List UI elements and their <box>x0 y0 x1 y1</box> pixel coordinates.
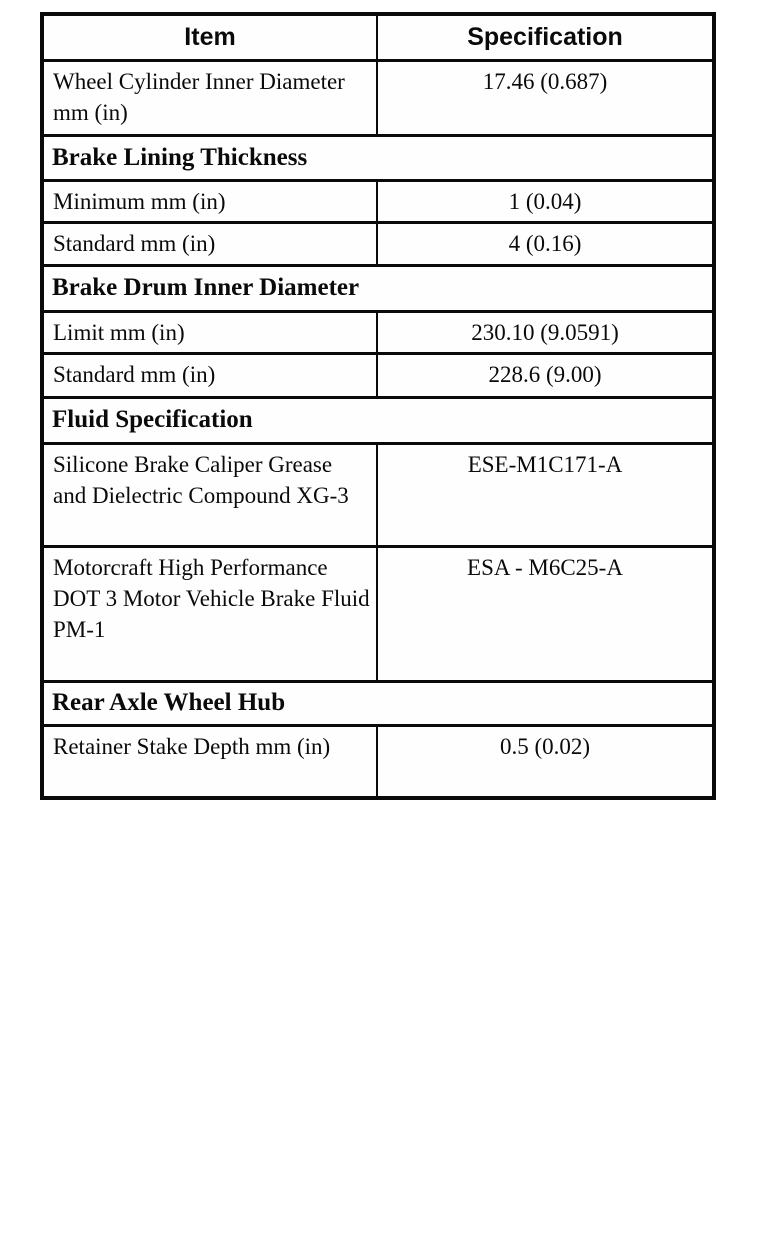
section-row-brake-lining-thickness: Brake Lining Thickness <box>41 133 715 182</box>
item-cell: Minimum mm (in) <box>41 178 378 224</box>
spec-cell: 1 (0.04) <box>376 178 715 224</box>
table-row-wheel-cylinder: Wheel Cylinder Inner Diameter mm (in) 17… <box>41 58 715 137</box>
table-row-lining-standard: Standard mm (in) 4 (0.16) <box>41 220 715 267</box>
section-row-fluid-specification: Fluid Specification <box>41 395 715 445</box>
section-title: Fluid Specification <box>41 395 715 445</box>
item-cell: Silicone Brake Caliper Grease and Dielec… <box>41 441 378 548</box>
section-title: Brake Drum Inner Diameter <box>41 263 715 313</box>
item-cell: Limit mm (in) <box>41 309 378 355</box>
column-header-specification: Specification <box>376 12 715 62</box>
item-cell: Wheel Cylinder Inner Diameter mm (in) <box>41 58 378 137</box>
section-title: Rear Axle Wheel Hub <box>41 679 715 727</box>
item-cell: Standard mm (in) <box>41 220 378 267</box>
table-row-motorcraft-fluid: Motorcraft High Performance DOT 3 Motor … <box>41 544 715 683</box>
spec-cell: 230.10 (9.0591) <box>376 309 715 355</box>
table-row-silicone-grease: Silicone Brake Caliper Grease and Dielec… <box>41 441 715 548</box>
table-header-row: Item Specification <box>41 12 715 62</box>
spec-cell: 228.6 (9.00) <box>376 351 715 399</box>
section-row-rear-axle-wheel-hub: Rear Axle Wheel Hub <box>41 679 715 727</box>
item-cell: Standard mm (in) <box>41 351 378 399</box>
item-cell: Retainer Stake Depth mm (in) <box>41 723 378 800</box>
table-row-retainer-stake-depth: Retainer Stake Depth mm (in) 0.5 (0.02) <box>41 723 715 800</box>
column-header-item: Item <box>41 12 378 62</box>
table-row-drum-limit: Limit mm (in) 230.10 (9.0591) <box>41 309 715 355</box>
item-cell: Motorcraft High Performance DOT 3 Motor … <box>41 544 378 683</box>
table-row-drum-standard: Standard mm (in) 228.6 (9.00) <box>41 351 715 399</box>
section-title: Brake Lining Thickness <box>41 133 715 182</box>
table-row-lining-minimum: Minimum mm (in) 1 (0.04) <box>41 178 715 224</box>
spec-cell: 17.46 (0.687) <box>376 58 715 137</box>
spec-cell: ESA - M6C25-A <box>376 544 715 683</box>
section-row-brake-drum-inner-diameter: Brake Drum Inner Diameter <box>41 263 715 313</box>
spec-cell: ESE-M1C171-A <box>376 441 715 548</box>
specification-table: Item Specification Wheel Cylinder Inner … <box>40 12 716 800</box>
spec-cell: 0.5 (0.02) <box>376 723 715 800</box>
spec-cell: 4 (0.16) <box>376 220 715 267</box>
